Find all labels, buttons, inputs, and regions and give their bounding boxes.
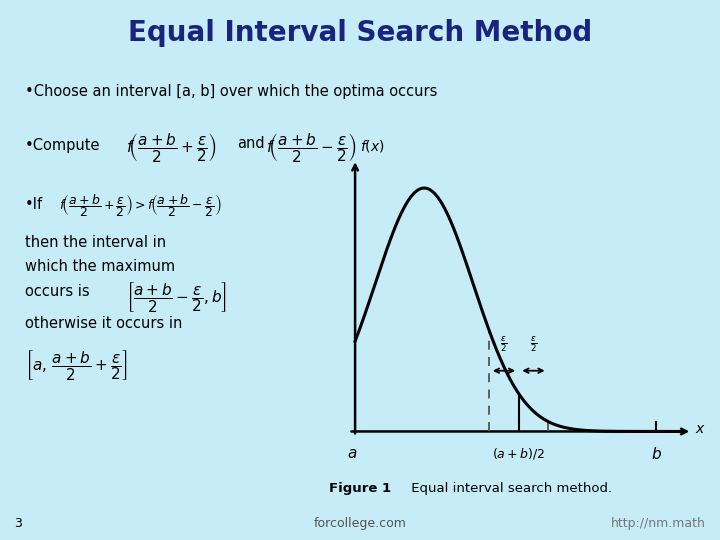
Text: $\frac{\varepsilon}{2}$: $\frac{\varepsilon}{2}$ (530, 334, 537, 354)
Text: $\left[\dfrac{a+b}{2}-\dfrac{\varepsilon}{2},b\right]$: $\left[\dfrac{a+b}{2}-\dfrac{\varepsilon… (126, 280, 227, 314)
Text: forcollege.com: forcollege.com (314, 517, 406, 530)
Text: occurs is: occurs is (25, 284, 90, 299)
Text: which the maximum: which the maximum (25, 259, 176, 274)
Text: $\frac{\varepsilon}{2}$: $\frac{\varepsilon}{2}$ (500, 334, 508, 354)
Text: Equal Interval Search Method: Equal Interval Search Method (128, 19, 592, 47)
Text: •If: •If (25, 197, 43, 212)
Text: then the interval in: then the interval in (25, 235, 166, 250)
Text: $f(x)$: $f(x)$ (360, 138, 384, 154)
Text: http://nm.math: http://nm.math (611, 517, 706, 530)
Text: $f\!\left(\dfrac{a+b}{2}-\dfrac{\varepsilon}{2}\right)$: $f\!\left(\dfrac{a+b}{2}-\dfrac{\varepsi… (266, 131, 357, 164)
Text: Figure 1: Figure 1 (329, 482, 391, 495)
Text: $\left[a,\,\dfrac{a+b}{2}+\dfrac{\varepsilon}{2}\right]$: $\left[a,\,\dfrac{a+b}{2}+\dfrac{\vareps… (25, 348, 128, 382)
Text: $f\!\left(\dfrac{a+b}{2}+\dfrac{\varepsilon}{2}\right)$: $f\!\left(\dfrac{a+b}{2}+\dfrac{\varepsi… (126, 131, 217, 164)
Text: •Choose an interval [a, b] over which the optima occurs: •Choose an interval [a, b] over which th… (25, 84, 438, 99)
Text: and: and (238, 136, 265, 151)
Text: •Compute: •Compute (25, 138, 101, 153)
Text: $(a+b)/2$: $(a+b)/2$ (492, 446, 545, 461)
Text: $b$: $b$ (651, 446, 662, 462)
Text: otherwise it occurs in: otherwise it occurs in (25, 316, 183, 331)
Text: 3: 3 (14, 517, 22, 530)
Text: Equal interval search method.: Equal interval search method. (407, 482, 612, 495)
Text: $x$: $x$ (696, 422, 706, 436)
Text: $a$: $a$ (346, 446, 357, 461)
Text: $f\!\left(\dfrac{a+b}{2}+\dfrac{\varepsilon}{2}\right)>f\!\left(\dfrac{a+b}{2}-\: $f\!\left(\dfrac{a+b}{2}+\dfrac{\varepsi… (59, 192, 222, 219)
